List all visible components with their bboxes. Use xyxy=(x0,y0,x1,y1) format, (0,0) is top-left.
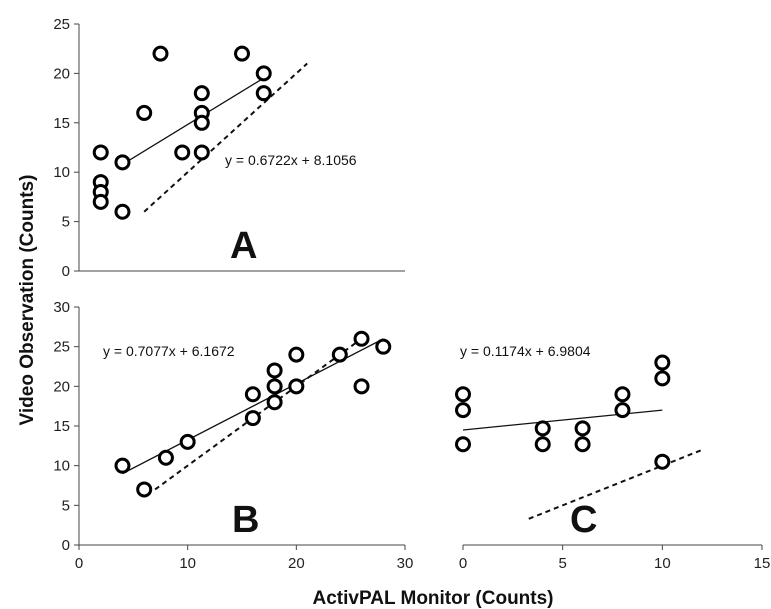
data-point xyxy=(375,338,392,355)
data-point xyxy=(288,378,305,395)
data-point xyxy=(136,481,153,498)
data-point xyxy=(234,45,250,62)
data-point xyxy=(244,386,261,403)
x-tick-label: 15 xyxy=(754,555,771,572)
panel-letter: A xyxy=(230,225,257,267)
data-point xyxy=(244,410,261,427)
y-tick-label: 5 xyxy=(62,497,70,514)
data-point xyxy=(654,354,671,371)
y-tick-label: 10 xyxy=(53,164,70,181)
regression-equation: y = 0.1174x + 6.9804 xyxy=(460,343,591,359)
data-point xyxy=(288,346,305,363)
data-point xyxy=(193,144,210,161)
x-tick-label: 30 xyxy=(397,555,414,572)
data-point xyxy=(534,420,551,437)
y-axis-title: Video Observation (Counts) xyxy=(17,175,38,426)
data-point xyxy=(114,457,131,474)
data-point xyxy=(353,330,370,347)
data-point xyxy=(266,378,283,395)
data-point xyxy=(179,433,196,450)
data-point xyxy=(174,144,191,161)
data-point xyxy=(92,144,109,161)
y-tick-label: 0 xyxy=(62,537,70,554)
data-point xyxy=(534,436,551,453)
data-point xyxy=(114,154,131,171)
data-point xyxy=(455,436,471,453)
data-point xyxy=(455,386,471,403)
y-tick-label: 30 xyxy=(53,299,70,316)
panel-a: 0 5 10 15 20 25 y = 0.6722x + 8.1056 A xyxy=(53,16,405,280)
regression-equation: y = 0.6722x + 8.1056 xyxy=(225,152,357,168)
y-tick-label: 15 xyxy=(53,418,70,435)
data-point xyxy=(152,45,169,62)
panel-c: 0 5 10 15 y = 0.1174x + 6.9804 C xyxy=(455,343,771,572)
regression-line xyxy=(462,409,663,431)
x-tick-label: 5 xyxy=(558,555,566,572)
data-point xyxy=(114,203,131,220)
identity-line xyxy=(528,448,703,520)
data-point xyxy=(574,436,591,453)
y-tick-label: 20 xyxy=(53,65,70,82)
y-tick-label: 0 xyxy=(62,263,70,280)
y-tick-label: 15 xyxy=(53,115,70,132)
data-point xyxy=(614,402,631,419)
y-tick-label: 25 xyxy=(53,16,70,33)
x-tick-label: 0 xyxy=(75,555,83,572)
data-point xyxy=(266,362,283,379)
regression-line xyxy=(122,77,265,165)
panel-letter: B xyxy=(232,499,259,541)
data-point xyxy=(157,449,174,466)
data-point xyxy=(193,85,210,102)
x-tick-label: 10 xyxy=(654,555,671,572)
panel-letter: C xyxy=(570,499,597,541)
data-point xyxy=(193,114,210,131)
x-tick-label: 0 xyxy=(459,555,467,572)
data-point xyxy=(136,104,153,121)
x-tick-label: 20 xyxy=(288,555,305,572)
identity-line xyxy=(143,62,308,213)
data-point xyxy=(654,370,671,387)
data-point xyxy=(331,346,348,363)
data-point xyxy=(614,386,631,403)
data-point xyxy=(255,85,272,102)
y-tick-label: 5 xyxy=(62,214,70,231)
data-point xyxy=(255,65,272,82)
data-point xyxy=(92,193,109,210)
data-point xyxy=(654,453,671,470)
data-point xyxy=(455,402,471,419)
data-point xyxy=(266,394,283,411)
regression-equation: y = 0.7077x + 6.1672 xyxy=(103,343,235,359)
y-tick-label: 20 xyxy=(53,378,70,395)
x-axis-title: ActivPAL Monitor (Counts) xyxy=(313,588,554,609)
panel-b: 0 5 10 15 20 25 30 0 10 20 30 y = 0.7077x + 6.1672 B xyxy=(53,299,413,572)
x-tick-label: 10 xyxy=(179,555,196,572)
data-point xyxy=(574,420,591,437)
y-tick-label: 25 xyxy=(53,339,70,356)
data-point xyxy=(353,378,370,395)
y-tick-label: 10 xyxy=(53,458,70,475)
